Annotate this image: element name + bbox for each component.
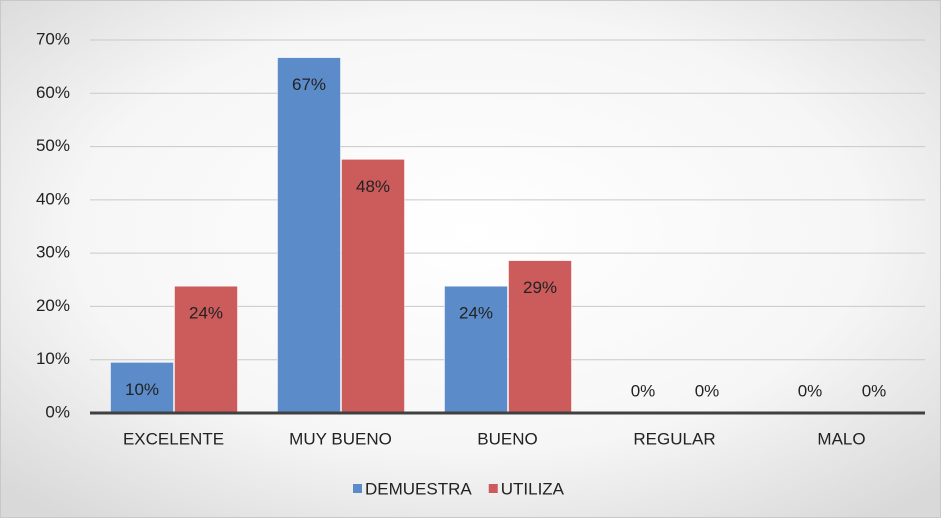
bar — [341, 159, 405, 414]
data-label: 29% — [523, 278, 557, 297]
data-label: 10% — [125, 380, 159, 399]
data-label: 0% — [798, 381, 823, 400]
bar — [110, 362, 174, 414]
x-tick-label: MUY BUENO — [289, 429, 392, 448]
y-tick-label: 60% — [36, 83, 70, 102]
y-tick-label: 10% — [36, 349, 70, 368]
data-label: 0% — [695, 381, 720, 400]
data-label: 0% — [862, 381, 887, 400]
y-tick-label: 0% — [45, 402, 70, 421]
y-tick-label: 50% — [36, 136, 70, 155]
legend-swatch — [488, 484, 498, 493]
data-label: 24% — [459, 304, 493, 323]
y-tick-label: 20% — [36, 296, 70, 315]
data-label: 67% — [292, 75, 326, 94]
x-tick-label: BUENO — [477, 429, 537, 448]
legend-label: UTILIZA — [501, 479, 565, 498]
bar — [508, 260, 572, 414]
bar — [444, 285, 508, 414]
y-tick-label: 70% — [36, 29, 70, 48]
y-tick-label: 40% — [36, 189, 70, 208]
legend-swatch — [353, 484, 362, 493]
bar — [174, 285, 238, 414]
data-label: 24% — [189, 304, 223, 323]
data-label: 48% — [356, 177, 390, 196]
y-tick-label: 30% — [36, 243, 70, 262]
x-tick-label: MALO — [817, 429, 865, 448]
legend-label: DEMUESTRA — [365, 479, 472, 498]
x-tick-label: EXCELENTE — [123, 429, 224, 448]
data-label: 0% — [631, 381, 656, 400]
x-tick-label: REGULAR — [633, 429, 715, 448]
bar — [277, 57, 341, 414]
